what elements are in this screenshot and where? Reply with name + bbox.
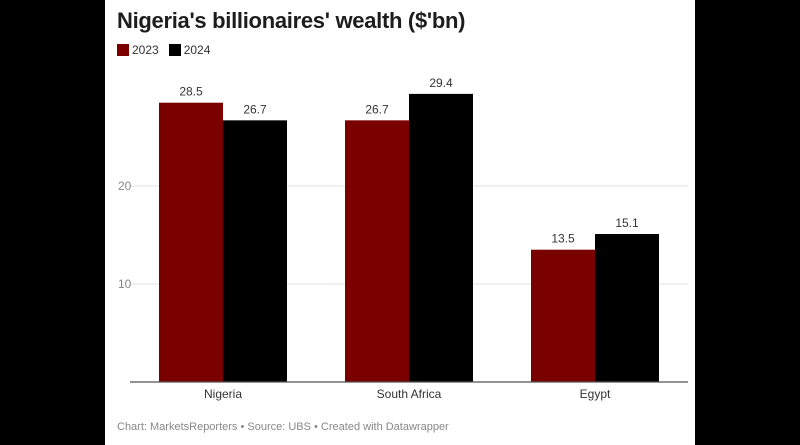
y-tick-label: 20 xyxy=(118,179,132,193)
bar-2024 xyxy=(223,120,287,382)
legend-item-2023: 2023 xyxy=(117,43,159,57)
data-label: 15.1 xyxy=(615,216,639,230)
y-tick-label: 10 xyxy=(118,277,132,291)
legend: 2023 2024 xyxy=(117,43,210,57)
x-tick-label: Nigeria xyxy=(204,387,242,401)
x-tick-label: South Africa xyxy=(377,387,442,401)
x-tick-label: Egypt xyxy=(580,387,611,401)
legend-item-2024: 2024 xyxy=(168,43,211,57)
chart-footer: Chart: MarketsReporters • Source: UBS • … xyxy=(117,421,449,433)
legend-label: 2024 xyxy=(183,43,211,57)
data-label: 26.7 xyxy=(243,102,267,116)
data-label: 28.5 xyxy=(179,85,203,99)
bar-2024 xyxy=(595,234,659,382)
data-label: 13.5 xyxy=(551,232,575,246)
bar-2024 xyxy=(409,93,473,382)
legend-swatch-2024 xyxy=(168,44,181,56)
legend-label: 2023 xyxy=(132,43,159,57)
data-label: 26.7 xyxy=(365,102,389,116)
bar-2023 xyxy=(531,249,595,382)
data-label: 29.4 xyxy=(429,76,453,90)
legend-swatch-2023 xyxy=(117,44,129,56)
bar-2023 xyxy=(159,102,223,382)
chart-title: Nigeria's billionaires' wealth ($'bn) xyxy=(117,8,466,33)
bar-2023 xyxy=(345,120,409,382)
